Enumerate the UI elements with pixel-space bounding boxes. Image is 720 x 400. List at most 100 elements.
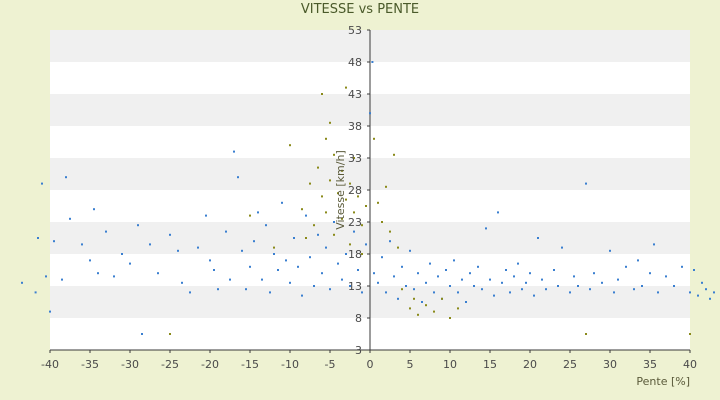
data-point-blue xyxy=(197,247,199,249)
x-tick-label: -10 xyxy=(281,358,299,371)
data-point-blue xyxy=(521,288,523,290)
data-point-olive xyxy=(329,179,331,181)
data-point-blue xyxy=(509,291,511,293)
data-point-blue xyxy=(261,279,263,281)
y-tick-label: 28 xyxy=(348,184,362,197)
data-point-olive xyxy=(249,215,251,217)
data-point-blue xyxy=(653,243,655,245)
x-tick-label: 10 xyxy=(443,358,457,371)
data-point-blue xyxy=(325,247,327,249)
data-point-blue xyxy=(397,298,399,300)
data-point-olive xyxy=(381,221,383,223)
data-point-blue xyxy=(81,243,83,245)
data-point-olive xyxy=(377,202,379,204)
data-point-blue xyxy=(385,291,387,293)
data-point-olive xyxy=(417,314,419,316)
y-tick-label: 23 xyxy=(348,216,362,229)
data-point-blue xyxy=(129,263,131,265)
data-point-olive xyxy=(309,183,311,185)
data-point-blue xyxy=(409,250,411,252)
data-point-blue xyxy=(593,272,595,274)
x-tick-label: 25 xyxy=(563,358,577,371)
y-axis-label: Vitesse [km/h] xyxy=(334,150,347,230)
data-point-blue xyxy=(469,272,471,274)
data-point-blue xyxy=(371,61,373,63)
data-point-blue xyxy=(453,259,455,261)
data-point-olive xyxy=(373,138,375,140)
x-tick-label: -20 xyxy=(201,358,219,371)
data-point-blue xyxy=(249,266,251,268)
data-point-blue xyxy=(545,288,547,290)
data-point-blue xyxy=(649,272,651,274)
data-point-olive xyxy=(329,122,331,124)
data-point-blue xyxy=(89,259,91,261)
data-point-blue xyxy=(205,215,207,217)
data-point-blue xyxy=(709,298,711,300)
data-point-blue xyxy=(541,279,543,281)
data-point-olive xyxy=(425,304,427,306)
data-point-blue xyxy=(309,256,311,258)
data-point-olive xyxy=(393,154,395,156)
data-point-blue xyxy=(601,282,603,284)
data-point-blue xyxy=(93,208,95,210)
data-point-olive xyxy=(321,93,323,95)
x-tick-label: 30 xyxy=(603,358,617,371)
data-point-olive xyxy=(273,247,275,249)
data-point-olive xyxy=(349,243,351,245)
data-point-blue xyxy=(149,243,151,245)
data-point-blue xyxy=(417,272,419,274)
data-point-olive xyxy=(441,298,443,300)
data-point-blue xyxy=(665,275,667,277)
data-point-blue xyxy=(553,269,555,271)
data-point-olive xyxy=(401,288,403,290)
data-point-olive xyxy=(397,247,399,249)
data-point-blue xyxy=(641,285,643,287)
data-point-blue xyxy=(301,295,303,297)
data-point-blue xyxy=(561,247,563,249)
data-point-blue xyxy=(41,183,43,185)
data-point-blue xyxy=(369,112,371,114)
data-point-blue xyxy=(213,269,215,271)
data-point-blue xyxy=(137,224,139,226)
data-point-blue xyxy=(537,237,539,239)
data-point-blue xyxy=(269,291,271,293)
x-tick-label: 40 xyxy=(683,358,697,371)
data-point-blue xyxy=(357,269,359,271)
data-point-blue xyxy=(577,285,579,287)
y-tick-label: 53 xyxy=(348,24,362,37)
data-point-blue xyxy=(69,218,71,220)
data-point-blue xyxy=(61,279,63,281)
data-point-blue xyxy=(65,176,67,178)
data-point-olive xyxy=(321,195,323,197)
x-tick-label: 15 xyxy=(483,358,497,371)
data-point-blue xyxy=(489,279,491,281)
data-point-olive xyxy=(305,237,307,239)
data-point-blue xyxy=(401,266,403,268)
data-point-blue xyxy=(461,279,463,281)
data-point-blue xyxy=(285,259,287,261)
data-point-olive xyxy=(457,307,459,309)
data-point-blue xyxy=(477,266,479,268)
y-tick-label: 43 xyxy=(348,88,362,101)
data-point-olive xyxy=(449,317,451,319)
data-point-blue xyxy=(437,275,439,277)
data-point-blue xyxy=(445,269,447,271)
data-point-blue xyxy=(681,266,683,268)
data-point-blue xyxy=(353,231,355,233)
data-point-blue xyxy=(485,227,487,229)
data-point-blue xyxy=(297,266,299,268)
data-point-blue xyxy=(425,282,427,284)
y-tick-label: 48 xyxy=(348,56,362,69)
data-point-blue xyxy=(373,272,375,274)
data-point-blue xyxy=(433,291,435,293)
data-point-blue xyxy=(241,250,243,252)
data-point-blue xyxy=(225,231,227,233)
x-tick-label: -5 xyxy=(325,358,336,371)
data-point-blue xyxy=(257,211,259,213)
data-point-blue xyxy=(317,234,319,236)
data-point-olive xyxy=(325,211,327,213)
data-point-olive xyxy=(409,307,411,309)
data-point-blue xyxy=(533,295,535,297)
data-point-blue xyxy=(713,291,715,293)
data-point-blue xyxy=(625,266,627,268)
